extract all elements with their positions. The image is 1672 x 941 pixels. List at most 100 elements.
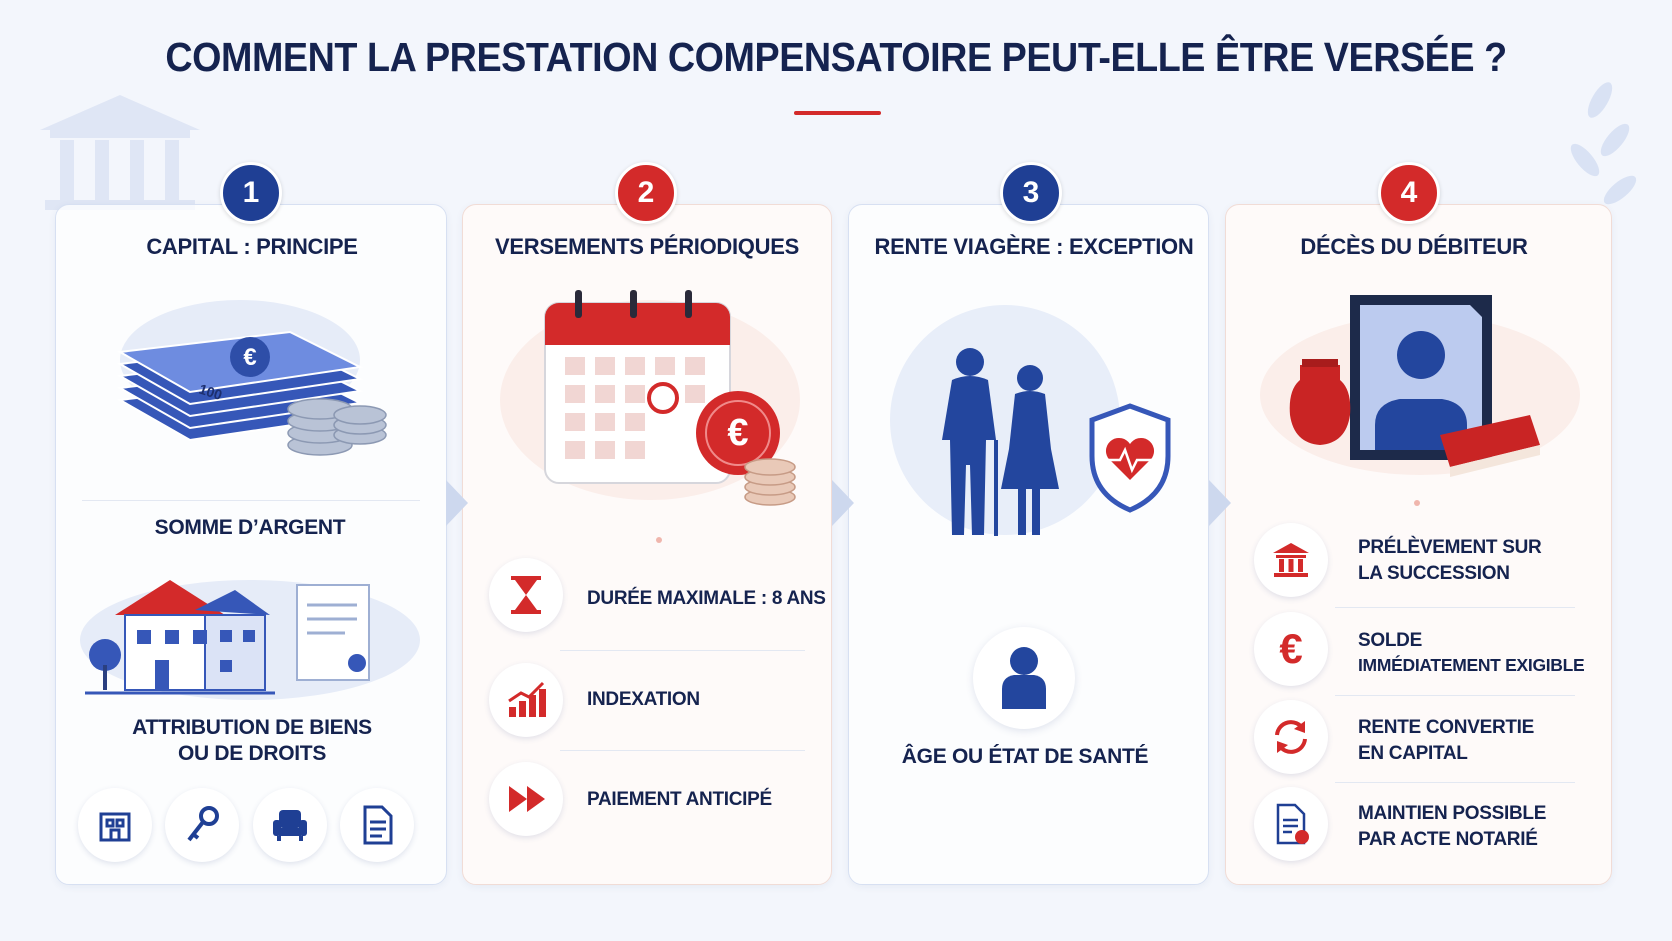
shape-svg <box>1276 803 1309 845</box>
shape-rect <box>565 357 585 375</box>
separator <box>1335 607 1575 608</box>
shape-circle <box>696 391 780 475</box>
icon-convert <box>1254 700 1328 774</box>
shape-polyline <box>1108 446 1152 474</box>
shape-rect <box>103 665 107 690</box>
shape-circle <box>1295 830 1309 844</box>
shape-g <box>942 348 1059 535</box>
shape-svg <box>509 786 545 812</box>
shape-rect <box>595 413 615 431</box>
shape-rect <box>1032 489 1040 535</box>
shape-circle <box>705 400 771 466</box>
shape-svg <box>363 805 393 845</box>
shape-rect <box>299 836 303 841</box>
money-illustration: € 100 <box>116 300 387 456</box>
shape-path <box>363 805 393 845</box>
shape-rect <box>685 290 692 318</box>
shape-path <box>1289 365 1351 445</box>
icon-bank <box>1254 523 1328 597</box>
shape-rect <box>165 140 179 200</box>
shape-path <box>1276 803 1306 845</box>
shape-g <box>565 357 705 459</box>
shape-rect <box>109 828 121 842</box>
shape-rect <box>1298 559 1303 572</box>
shape-rect <box>625 385 645 403</box>
title: COMMENT LA PRESTATION COMPENSATOIRE PEUT… <box>165 34 1507 80</box>
euro-symbol: € <box>243 344 256 371</box>
shape-polygon <box>1273 543 1309 553</box>
shape-polygon <box>195 590 270 615</box>
shape-rect <box>685 385 705 403</box>
shape-rect <box>1276 555 1306 558</box>
shape-polygon <box>832 480 854 526</box>
item-label: RENTE CONVERTIE <box>1358 717 1535 738</box>
shape-circle <box>1397 331 1445 379</box>
shape-polyline <box>508 681 545 703</box>
shape-g <box>287 398 387 456</box>
item-label: IMMÉDIATEMENT EXIGIBLE <box>1358 655 1585 675</box>
shape-ellipse <box>1587 82 1613 118</box>
title-underline <box>794 111 881 115</box>
shape-rect <box>625 441 645 459</box>
shape-rect <box>165 630 179 644</box>
person-icon <box>973 627 1075 729</box>
item-label: PAR ACTE NOTARIÉ <box>1358 829 1538 850</box>
shape-ellipse <box>333 405 387 425</box>
step-number: 4 <box>1378 162 1440 224</box>
euro-symbol: € <box>1279 625 1302 672</box>
shape-rect <box>279 828 301 836</box>
shape-ellipse <box>1603 175 1637 205</box>
item-label: EN CAPITAL <box>1358 743 1468 764</box>
shape-circle <box>956 348 984 376</box>
shape-rect <box>115 818 125 828</box>
elderly-illustration <box>890 305 1171 536</box>
shape-path <box>942 376 996 535</box>
shape-rect <box>509 707 516 717</box>
shape-rect <box>511 610 541 614</box>
shape-rect <box>539 689 546 717</box>
shape-rect <box>60 140 74 200</box>
item-label: PRÉLÈVEMENT SUR <box>1358 537 1542 558</box>
icon-key <box>165 788 239 862</box>
shape-rect <box>1279 559 1284 572</box>
shape-rect <box>685 357 705 375</box>
section-label: ATTRIBUTION DE BIENS <box>132 716 372 739</box>
shape-rect <box>565 385 585 403</box>
shape-g <box>744 458 796 506</box>
shape-line <box>191 832 200 840</box>
shape-g <box>1273 543 1309 577</box>
step-number: 2 <box>615 162 677 224</box>
shape-rect <box>130 140 144 200</box>
shape-ellipse <box>744 458 796 476</box>
shape-rect <box>1018 489 1026 535</box>
shape-svg <box>99 812 131 842</box>
shape-rect <box>655 357 675 375</box>
shape-polygon <box>446 480 468 526</box>
shape-polygon <box>40 95 200 130</box>
item-label: LA SUCCESSION <box>1358 563 1510 584</box>
section-label: SOMME D’ARGENT <box>154 516 346 539</box>
shape-rect <box>220 660 232 672</box>
shape-rect <box>625 357 645 375</box>
icon-document <box>340 788 414 862</box>
shape-rect <box>511 576 541 580</box>
memorial-illustration <box>1260 295 1580 477</box>
shape-circle <box>890 305 1120 535</box>
item-label: DURÉE MAXIMALE : 8 ANS <box>587 588 826 609</box>
icon-euro: € <box>1254 612 1328 686</box>
shape-rect <box>575 290 582 318</box>
shape-g <box>1276 803 1306 845</box>
shape-rect <box>105 818 115 828</box>
shape-rect <box>1274 573 1308 577</box>
separator <box>82 500 420 501</box>
separator <box>1335 695 1575 696</box>
step-number: 3 <box>1000 162 1062 224</box>
shape-svg <box>508 681 546 717</box>
shape-circle <box>1017 365 1043 391</box>
shape-g <box>307 603 357 635</box>
note-value: 100 <box>197 381 224 404</box>
shape-svg <box>273 810 307 841</box>
shape-path <box>1002 675 1046 709</box>
